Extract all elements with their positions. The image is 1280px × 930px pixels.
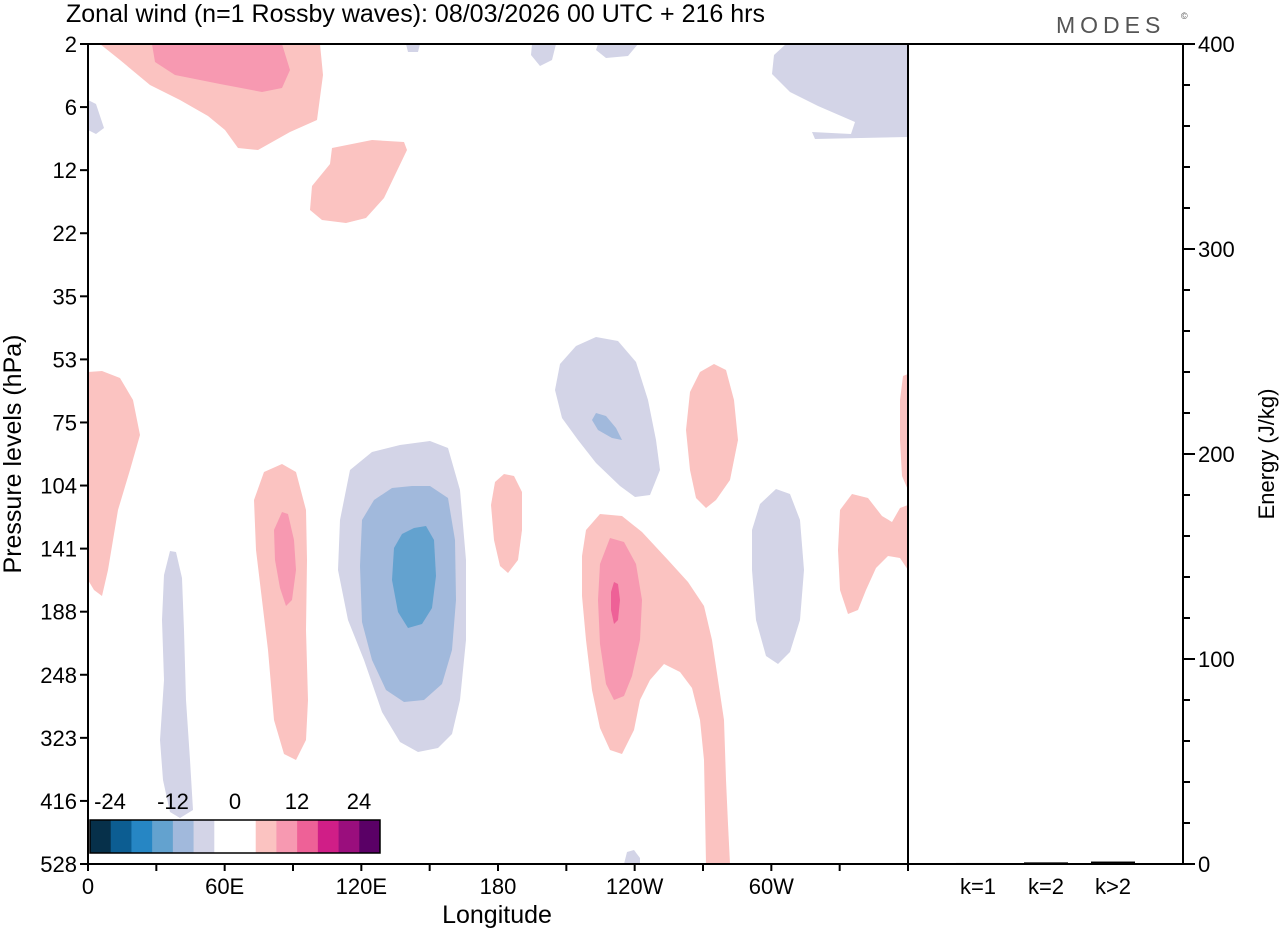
brand-logo: MODES (1056, 12, 1165, 38)
colorbar-frame (89, 819, 381, 854)
pos-region-left-column (88, 371, 140, 596)
energy-category-label: k>2 (1095, 874, 1131, 899)
neg-region-75hpa (555, 337, 660, 497)
x-tick-label: 120W (606, 874, 664, 899)
brand-logo-mark: © (1181, 11, 1188, 21)
neg-region-small-top-3 (406, 44, 420, 52)
x-tick-label: 0 (82, 874, 94, 899)
pos-region-60e (254, 464, 308, 760)
contour-field (88, 44, 908, 864)
colorbar-label: 24 (347, 789, 371, 814)
energy-bar (1024, 862, 1068, 864)
energy-tick-label: 400 (1198, 32, 1235, 57)
colorbar: -24 -12 0 12 24 (89, 789, 381, 854)
x-axis: 0 60E 120E 180 120W 60W (82, 864, 909, 899)
pos-region-top-left-core (152, 44, 290, 92)
neg-region-bottom-small (624, 850, 640, 864)
colorbar-swatch (276, 820, 298, 853)
pos-region-12hpa (310, 140, 407, 223)
x-axis-label: Longitude (442, 901, 552, 929)
neg-region-120e-core (392, 526, 436, 628)
colorbar-label: -12 (157, 789, 189, 814)
energy-bars: k=1 k=2 k>2 (956, 861, 1135, 899)
colorbar-swatch (152, 820, 174, 853)
y-tick-label: 53 (53, 347, 77, 372)
colorbar-swatch (193, 820, 215, 853)
plot-frame (87, 43, 909, 865)
pos-region-60e-core (274, 512, 296, 606)
pos-region-right-upper (900, 374, 908, 490)
y-tick-label: 75 (53, 410, 77, 435)
energy-tick-label: 0 (1198, 852, 1210, 877)
colorbar-label: 12 (285, 789, 309, 814)
y-tick-label: 22 (53, 221, 77, 246)
colorbar-label: 0 (229, 789, 241, 814)
energy-tick-label: 300 (1198, 237, 1235, 262)
pos-region-120w-core (611, 582, 620, 624)
x-tick-label: 60W (749, 874, 794, 899)
colorbar-swatch (110, 820, 132, 853)
y-tick-label: 416 (40, 789, 77, 814)
colorbar-swatch (172, 820, 194, 853)
energy-axis: 0 100 200 300 400 (1183, 32, 1235, 877)
neg-region-upper-right (772, 44, 908, 139)
pos-region-180 (491, 474, 522, 573)
colorbar-swatch (214, 820, 236, 853)
colorbar-swatch (359, 820, 381, 853)
neg-region-left-edge (88, 100, 104, 134)
energy-category-label: k=2 (1028, 874, 1064, 899)
y-tick-label: 141 (40, 537, 77, 562)
y-axis: 2 6 12 22 35 53 75 104 141 188 248 323 416 528 (40, 32, 88, 877)
neg-region-75hpa-core (592, 413, 622, 440)
colorbar-label: -24 (94, 789, 126, 814)
energy-bar (956, 862, 1000, 864)
y-axis-label: Pressure levels (hPa) (0, 335, 27, 574)
x-tick-label: 120E (336, 874, 387, 899)
energy-tick-label: 100 (1198, 647, 1235, 672)
y-tick-label: 35 (53, 284, 77, 309)
colorbar-swatch (297, 820, 319, 853)
colorbar-swatch (338, 820, 360, 853)
neg-region-60w (752, 489, 804, 664)
colorbar-swatch (131, 820, 153, 853)
y-tick-label: 528 (40, 852, 77, 877)
colorbar-swatch (90, 820, 112, 853)
pos-region-100w (686, 364, 738, 508)
colorbar-swatch (255, 820, 277, 853)
y-tick-label: 12 (53, 158, 77, 183)
energy-tick-label: 200 (1198, 442, 1235, 467)
y-tick-label: 6 (65, 95, 77, 120)
y-tick-label: 323 (40, 726, 77, 751)
energy-axis-label: Energy (J/kg) (1254, 389, 1279, 520)
colorbar-swatch (317, 820, 339, 853)
y-tick-label: 104 (40, 474, 77, 499)
x-tick-label: 60E (205, 874, 244, 899)
energy-bar (1091, 861, 1135, 864)
chart-title: Zonal wind (n=1 Rossby waves): 08/03/202… (66, 0, 765, 28)
y-tick-label: 248 (40, 663, 77, 688)
energy-category-label: k=1 (960, 874, 996, 899)
y-tick-label: 2 (65, 32, 77, 57)
neg-region-left-column (160, 551, 193, 818)
colorbar-swatch (235, 820, 257, 853)
x-tick-label: 180 (480, 874, 517, 899)
neg-region-small-top-2 (596, 44, 638, 58)
pos-region-right (838, 494, 908, 614)
pos-region-120w-mid (598, 538, 642, 700)
neg-region-small-top (531, 44, 556, 66)
y-tick-label: 188 (40, 600, 77, 625)
